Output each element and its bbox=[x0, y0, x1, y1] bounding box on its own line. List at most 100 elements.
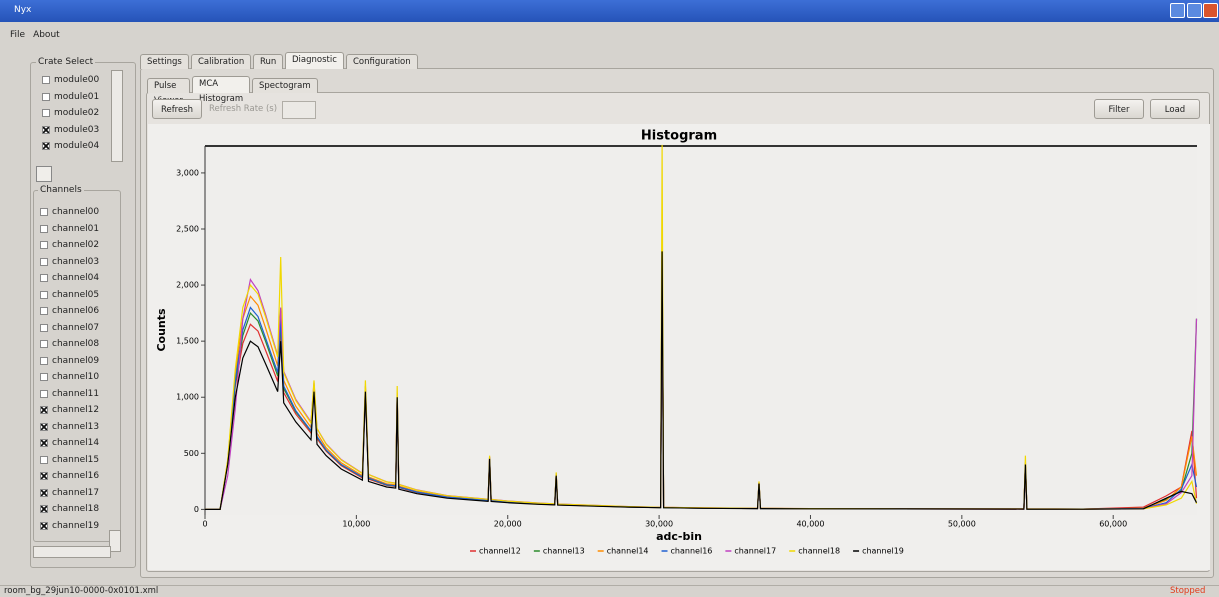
tab[interactable]: Spectogram bbox=[252, 78, 318, 93]
histogram-chart: Histogram adc-bin Counts 0 500 1,000 1,500 2… bbox=[148, 124, 1210, 570]
channel-list: channel00 channel01 channel02 channel03 chan… bbox=[36, 204, 116, 534]
channels-title: Channels bbox=[38, 185, 84, 195]
y-tick-label: 1,500 bbox=[176, 337, 199, 346]
channel-item[interactable]: channel16 bbox=[36, 468, 116, 485]
module-list: module00 module01 module02 module03 module04 bbox=[38, 72, 110, 155]
channel-item[interactable]: channel02 bbox=[36, 237, 116, 254]
tab[interactable]: MCA Histogram bbox=[192, 76, 251, 104]
horizontal-scrollbar[interactable] bbox=[33, 546, 111, 558]
item-label: module04 bbox=[54, 141, 100, 152]
tab[interactable]: Diagnostic bbox=[285, 52, 344, 69]
channel-item[interactable]: channel00 bbox=[36, 204, 116, 221]
channel-item[interactable]: channel05 bbox=[36, 287, 116, 304]
checkbox[interactable] bbox=[40, 373, 48, 382]
module-item[interactable]: module02 bbox=[38, 105, 110, 122]
checkbox[interactable] bbox=[40, 488, 48, 497]
title-bar: Nyx bbox=[0, 0, 1219, 22]
series-line bbox=[205, 251, 1198, 510]
tab[interactable]: Pulse Viewer bbox=[147, 78, 190, 106]
checkbox[interactable] bbox=[42, 109, 50, 118]
channel-item[interactable]: channel03 bbox=[36, 254, 116, 271]
x-tick-label: 20,000 bbox=[494, 520, 522, 529]
item-label: module01 bbox=[54, 91, 100, 102]
channel-item[interactable]: channel18 bbox=[36, 501, 116, 518]
x-tick-label: 60,000 bbox=[1099, 520, 1127, 529]
tab[interactable]: Configuration bbox=[346, 54, 418, 69]
checkbox[interactable] bbox=[42, 125, 50, 134]
item-label: channel08 bbox=[52, 339, 100, 350]
module-item[interactable]: module01 bbox=[38, 89, 110, 106]
checkbox[interactable] bbox=[40, 224, 48, 233]
close-button[interactable] bbox=[1203, 3, 1218, 18]
channel-item[interactable]: channel19 bbox=[36, 518, 116, 535]
maximize-button[interactable] bbox=[1187, 3, 1202, 18]
item-label: channel01 bbox=[52, 223, 100, 234]
channel-item[interactable]: channel11 bbox=[36, 386, 116, 403]
checkbox[interactable] bbox=[40, 505, 48, 514]
check-mark bbox=[41, 423, 47, 430]
check-mark bbox=[41, 440, 47, 447]
item-label: channel18 bbox=[52, 504, 100, 515]
item-label: channel10 bbox=[52, 372, 100, 383]
checkbox[interactable] bbox=[42, 92, 50, 101]
scroll-corner bbox=[36, 166, 52, 182]
crate-select-title: Crate Select bbox=[36, 57, 96, 67]
channel-scrollbar[interactable] bbox=[109, 530, 121, 552]
minimize-button[interactable] bbox=[1170, 3, 1185, 18]
checkbox[interactable] bbox=[42, 76, 50, 85]
legend-label: channel12 bbox=[479, 547, 521, 556]
checkbox[interactable] bbox=[40, 422, 48, 431]
check-mark bbox=[41, 407, 47, 414]
check-mark bbox=[41, 473, 47, 480]
channel-item[interactable]: channel10 bbox=[36, 369, 116, 386]
checkbox[interactable] bbox=[40, 257, 48, 266]
channel-item[interactable]: channel06 bbox=[36, 303, 116, 320]
channel-item[interactable]: channel09 bbox=[36, 353, 116, 370]
module-item[interactable]: module00 bbox=[38, 72, 110, 89]
checkbox[interactable] bbox=[40, 455, 48, 464]
item-label: module02 bbox=[54, 108, 100, 119]
filter-button[interactable]: Filter bbox=[1094, 99, 1144, 119]
channel-item[interactable]: channel15 bbox=[36, 452, 116, 469]
channel-item[interactable]: channel01 bbox=[36, 221, 116, 238]
checkbox[interactable] bbox=[40, 356, 48, 365]
checkbox[interactable] bbox=[40, 389, 48, 398]
menu-item[interactable]: About bbox=[33, 30, 60, 40]
channel-item[interactable]: channel14 bbox=[36, 435, 116, 452]
item-label: channel05 bbox=[52, 289, 100, 300]
channel-item[interactable]: channel04 bbox=[36, 270, 116, 287]
channel-item[interactable]: channel12 bbox=[36, 402, 116, 419]
item-label: module03 bbox=[54, 124, 100, 135]
plot-area bbox=[205, 146, 1197, 515]
checkbox[interactable] bbox=[40, 323, 48, 332]
checkbox[interactable] bbox=[40, 274, 48, 283]
menu-item[interactable]: File bbox=[10, 30, 26, 40]
refresh-rate-spinbox[interactable] bbox=[282, 101, 316, 119]
checkbox[interactable] bbox=[40, 406, 48, 415]
channel-item[interactable]: channel07 bbox=[36, 320, 116, 337]
module-item[interactable]: module04 bbox=[38, 138, 110, 155]
checkbox[interactable] bbox=[40, 241, 48, 250]
module-item[interactable]: module03 bbox=[38, 122, 110, 139]
checkbox[interactable] bbox=[40, 521, 48, 530]
y-axis-label: Counts bbox=[155, 308, 168, 352]
tab[interactable]: Settings bbox=[140, 54, 189, 69]
checkbox[interactable] bbox=[40, 340, 48, 349]
status-file: room_bg_29jun10-0000-0x0101.xml bbox=[4, 586, 159, 596]
channel-item[interactable]: channel08 bbox=[36, 336, 116, 353]
checkbox[interactable] bbox=[40, 307, 48, 316]
module-scrollbar[interactable] bbox=[111, 70, 123, 162]
legend-label: channel17 bbox=[734, 547, 776, 556]
load-button[interactable]: Load bbox=[1150, 99, 1200, 119]
item-label: channel04 bbox=[52, 273, 100, 284]
tab[interactable]: Run bbox=[253, 54, 284, 69]
checkbox[interactable] bbox=[40, 290, 48, 299]
checkbox[interactable] bbox=[40, 208, 48, 217]
checkbox[interactable] bbox=[42, 142, 50, 151]
tab[interactable]: Calibration bbox=[191, 54, 252, 69]
checkbox[interactable] bbox=[40, 472, 48, 481]
checkbox[interactable] bbox=[40, 439, 48, 448]
refresh-button[interactable]: Refresh bbox=[152, 99, 202, 119]
channel-item[interactable]: channel13 bbox=[36, 419, 116, 436]
channel-item[interactable]: channel17 bbox=[36, 485, 116, 502]
